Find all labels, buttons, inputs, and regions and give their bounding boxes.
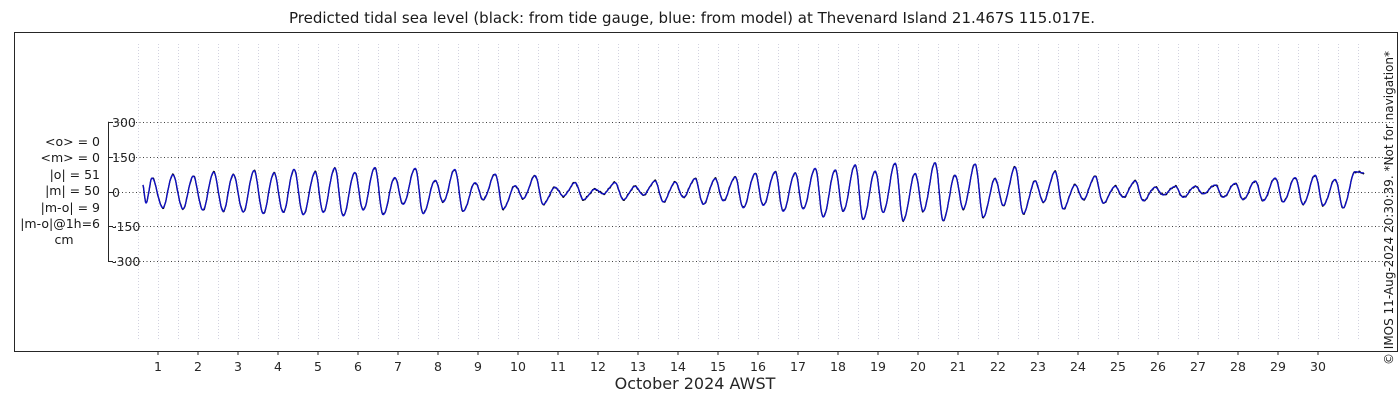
x-tick-label: 25 xyxy=(1110,359,1126,374)
x-tick-label: 20 xyxy=(910,359,926,374)
chart-title: Predicted tidal sea level (black: from t… xyxy=(289,9,1095,27)
y-tick-label: 0 xyxy=(112,185,120,200)
x-tick-label: 1 xyxy=(154,359,162,374)
grid-layer xyxy=(108,44,1396,340)
stat-difference-1h: |m-o|@1h=6 xyxy=(20,216,100,232)
x-axis-label: October 2024 AWST xyxy=(614,374,776,393)
x-tick-label: 23 xyxy=(1030,359,1046,374)
x-tick-label: 4 xyxy=(274,359,282,374)
x-tick-label: 2 xyxy=(194,359,202,374)
x-tick-label: 28 xyxy=(1230,359,1246,374)
x-tick-label: 24 xyxy=(1070,359,1086,374)
stat-mean-observed: <o> = 0 xyxy=(45,134,100,149)
x-tick-label: 13 xyxy=(630,359,646,374)
x-tick-label: 7 xyxy=(394,359,402,374)
x-tick-label: 5 xyxy=(314,359,322,374)
x-tick-label: 21 xyxy=(950,359,966,374)
x-tick-label: 8 xyxy=(434,359,442,374)
credit-label: © IMOS 11-Aug-2024 20:30:39. *Not for na… xyxy=(1382,50,1396,366)
x-tick-label: 9 xyxy=(474,359,482,374)
x-tick-label: 10 xyxy=(510,359,526,374)
x-tick-label: 11 xyxy=(550,359,566,374)
stats-box: <o> = 0 <m> = 0 |o| = 51 |m| = 50 |m-o| … xyxy=(0,134,100,249)
y-tick-label: 150 xyxy=(112,150,136,165)
y-tick-label: -300 xyxy=(112,254,140,269)
x-tick-label: 14 xyxy=(670,359,686,374)
stats-unit: cm xyxy=(54,232,74,248)
stat-abs-model: |m| = 50 xyxy=(45,183,100,199)
x-tick-label: 26 xyxy=(1150,359,1166,374)
plot-frame xyxy=(14,32,1398,352)
y-tick-label: -150 xyxy=(112,219,140,234)
x-tick-label: 15 xyxy=(710,359,726,374)
x-tick-label: 22 xyxy=(990,359,1006,374)
series-layer xyxy=(142,162,1365,223)
x-tick-label: 30 xyxy=(1310,359,1326,374)
x-tick-label: 27 xyxy=(1190,359,1206,374)
x-tick-label: 29 xyxy=(1270,359,1286,374)
x-tick-label: 12 xyxy=(590,359,606,374)
stat-abs-observed: |o| = 51 xyxy=(49,166,100,182)
stat-mean-model: <m> = 0 xyxy=(40,150,101,166)
x-tick-label: 17 xyxy=(790,359,806,374)
x-tick-label: 19 xyxy=(870,359,886,374)
x-tick-label: 3 xyxy=(234,359,242,374)
x-tick-label: 16 xyxy=(750,359,766,374)
x-tick-label: 6 xyxy=(354,359,362,374)
model-series-line xyxy=(142,162,1365,222)
y-tick-label: 300 xyxy=(112,115,136,130)
x-tick-label: 18 xyxy=(830,359,846,374)
axis-layer xyxy=(108,121,1319,355)
stat-abs-difference: |m-o| = 9 xyxy=(40,199,100,215)
